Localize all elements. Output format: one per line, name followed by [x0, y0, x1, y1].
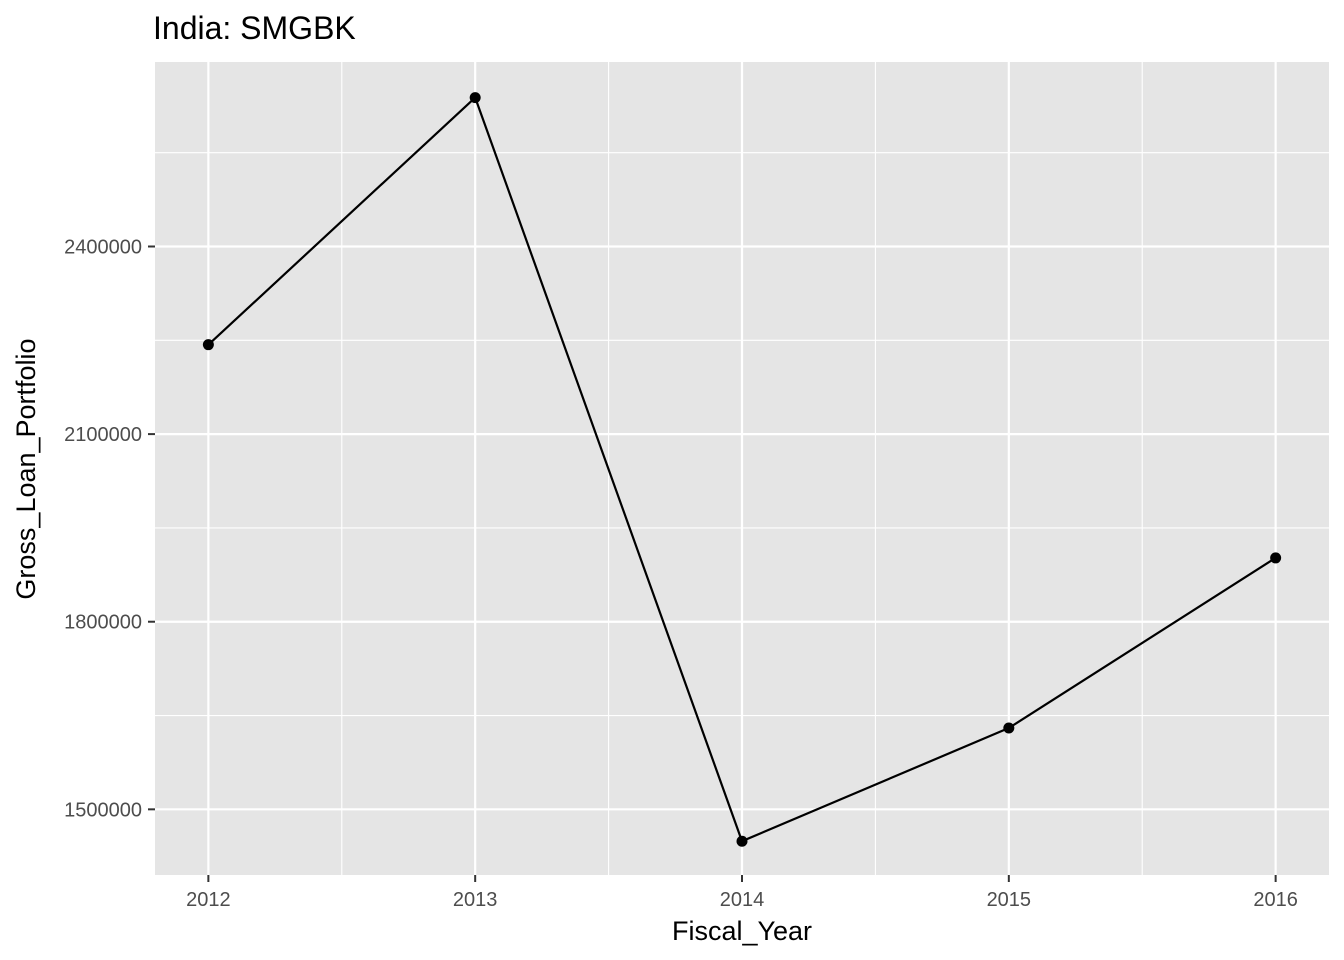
y-tick-label: 2100000	[64, 424, 142, 446]
y-tick-label: 2400000	[64, 236, 142, 258]
chart-title: India: SMGBK	[153, 10, 356, 46]
x-tick-label: 2012	[186, 889, 231, 911]
x-axis-title: Fiscal_Year	[672, 916, 812, 946]
data-point	[202, 339, 214, 351]
data-point	[736, 835, 748, 847]
major-gridlines	[155, 62, 1329, 875]
x-tick-label: 2016	[1253, 889, 1298, 911]
data-point	[469, 92, 481, 104]
data-point	[1270, 552, 1282, 564]
y-tick-group: 1500000 1800000 2100000 2400000	[64, 236, 155, 821]
data-point	[1003, 722, 1015, 734]
series-line-group	[202, 92, 1282, 847]
x-tick-group: 2012 2013 2014 2015 2016	[186, 875, 1298, 911]
y-tick-label: 1500000	[64, 799, 142, 821]
x-tick-label: 2014	[720, 889, 765, 911]
x-tick-label: 2015	[987, 889, 1032, 911]
y-tick-label: 1800000	[64, 612, 142, 634]
y-axis-title: Gross_Loan_Portfolio	[11, 338, 41, 599]
x-tick-label: 2013	[453, 889, 498, 911]
